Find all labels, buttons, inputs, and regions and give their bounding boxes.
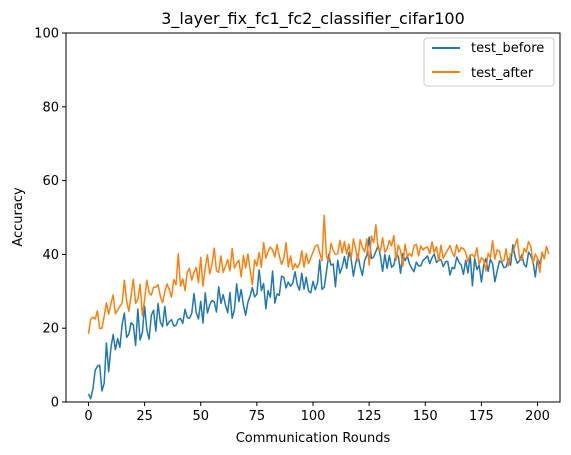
legend: test_before test_after — [423, 37, 555, 87]
y-tick-label: 60 — [42, 174, 59, 189]
x-tick-label: 100 — [301, 409, 326, 424]
x-tick-label: 0 — [84, 409, 92, 424]
y-tick-label: 0 — [51, 396, 59, 411]
y-tick-label: 100 — [34, 27, 59, 42]
x-axis-ticks: 0 25 50 75 100 125 150 175 200 — [84, 402, 550, 424]
x-tick-label: 50 — [192, 409, 209, 424]
chart-title: 3_layer_fix_fc1_fc2_classifier_cifar100 — [161, 9, 465, 29]
plot-area — [87, 214, 550, 400]
x-tick-label: 25 — [136, 409, 153, 424]
series-line-test-before — [87, 236, 543, 400]
y-tick-label: 80 — [42, 100, 59, 115]
legend-label-test-after: test_after — [471, 66, 534, 81]
y-tick-label: 20 — [42, 322, 59, 337]
y-tick-label: 40 — [42, 248, 59, 263]
series-line-test-after — [87, 214, 550, 334]
x-tick-label: 150 — [413, 409, 438, 424]
legend-label-test-before: test_before — [471, 41, 544, 56]
y-axis-ticks: 0 20 40 60 80 100 — [34, 27, 66, 411]
x-tick-label: 175 — [469, 409, 494, 424]
y-axis-label: Accuracy — [11, 187, 26, 247]
x-axis-label: Communication Rounds — [236, 431, 391, 446]
x-tick-label: 125 — [357, 409, 382, 424]
x-tick-label: 75 — [249, 409, 266, 424]
x-tick-label: 200 — [525, 409, 550, 424]
legend-box — [423, 37, 555, 87]
